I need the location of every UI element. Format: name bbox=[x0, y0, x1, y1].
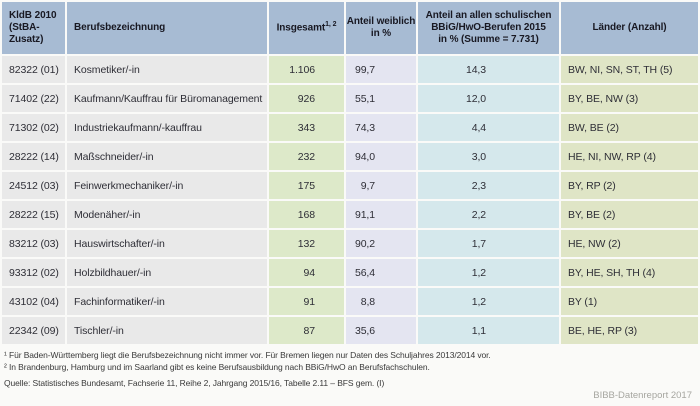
cell-laender: BE, HE, RP (3) bbox=[561, 317, 698, 344]
cell-anteil-weiblich: 9,7 bbox=[346, 172, 416, 199]
cell-anteil-bbig: 2,2 bbox=[418, 201, 559, 228]
cell-laender: BY, HE, SH, TH (4) bbox=[561, 259, 698, 286]
cell-anteil-bbig: 3,0 bbox=[418, 143, 559, 170]
cell-anteil-weiblich: 35,6 bbox=[346, 317, 416, 344]
cell-kldb: 28222 (15) bbox=[2, 201, 65, 228]
cell-beruf: Hauswirtschafter/-in bbox=[67, 230, 267, 257]
cell-laender: HE, NI, NW, RP (4) bbox=[561, 143, 698, 170]
header-row: KldB 2010 (StBA-Zusatz) Berufsbezeichnun… bbox=[2, 2, 698, 54]
table-row: 83212 (03) Hauswirtschafter/-in 132 90,2… bbox=[2, 230, 698, 257]
col-header-laender: Länder (Anzahl) bbox=[561, 2, 698, 54]
cell-kldb: 22342 (09) bbox=[2, 317, 65, 344]
col-header-berufsbezeichnung: Berufsbezeichnung bbox=[67, 2, 267, 54]
cell-laender: BY, BE (2) bbox=[561, 201, 698, 228]
cell-laender: BW, NI, SN, ST, TH (5) bbox=[561, 56, 698, 83]
report-branding: BIBB-Datenreport 2017 bbox=[593, 390, 692, 401]
cell-beruf: Modenäher/-in bbox=[67, 201, 267, 228]
cell-beruf: Maßschneider/-in bbox=[67, 143, 267, 170]
cell-anteil-bbig: 1,2 bbox=[418, 259, 559, 286]
table-row: 28222 (15) Modenäher/-in 168 91,1 2,2 BY… bbox=[2, 201, 698, 228]
table-row: 71302 (02) Industriekaufmann/-kauffrau 3… bbox=[2, 114, 698, 141]
footnote-2: ² In Brandenburg, Hamburg und im Saarlan… bbox=[4, 361, 430, 372]
cell-anteil-weiblich: 91,1 bbox=[346, 201, 416, 228]
table-row: 24512 (03) Feinwerkmechaniker/-in 175 9,… bbox=[2, 172, 698, 199]
cell-insgesamt: 926 bbox=[269, 85, 344, 112]
cell-kldb: 43102 (04) bbox=[2, 288, 65, 315]
cell-anteil-weiblich: 94,0 bbox=[346, 143, 416, 170]
cell-anteil-weiblich: 56,4 bbox=[346, 259, 416, 286]
source-line: Quelle: Statistisches Bundesamt, Fachser… bbox=[4, 378, 385, 388]
cell-beruf: Kaufmann/Kauffrau für Büromanagement bbox=[67, 85, 267, 112]
cell-insgesamt: 1.106 bbox=[269, 56, 344, 83]
cell-kldb: 83212 (03) bbox=[2, 230, 65, 257]
cell-kldb: 24512 (03) bbox=[2, 172, 65, 199]
cell-anteil-bbig: 4,4 bbox=[418, 114, 559, 141]
cell-laender: BY, BE, NW (3) bbox=[561, 85, 698, 112]
cell-anteil-bbig: 1,2 bbox=[418, 288, 559, 315]
cell-anteil-bbig: 1,7 bbox=[418, 230, 559, 257]
cell-kldb: 28222 (14) bbox=[2, 143, 65, 170]
col-header-anteil-weiblich: Anteil weiblich in % bbox=[346, 2, 416, 54]
cell-insgesamt: 175 bbox=[269, 172, 344, 199]
table-row: 82322 (01) Kosmetiker/-in 1.106 99,7 14,… bbox=[2, 56, 698, 83]
col-header-anteil-bbig: Anteil an allen schulischen BBiG/HwO-Ber… bbox=[418, 2, 559, 54]
cell-anteil-weiblich: 74,3 bbox=[346, 114, 416, 141]
cell-anteil-bbig: 2,3 bbox=[418, 172, 559, 199]
cell-insgesamt: 94 bbox=[269, 259, 344, 286]
cell-anteil-weiblich: 99,7 bbox=[346, 56, 416, 83]
cell-insgesamt: 343 bbox=[269, 114, 344, 141]
cell-anteil-bbig: 14,3 bbox=[418, 56, 559, 83]
table-row: 93312 (02) Holzbildhauer/-in 94 56,4 1,2… bbox=[2, 259, 698, 286]
cell-insgesamt: 87 bbox=[269, 317, 344, 344]
insgesamt-footnote-marker: 1, 2 bbox=[325, 21, 337, 29]
cell-laender: BY, RP (2) bbox=[561, 172, 698, 199]
cell-beruf: Feinwerkmechaniker/-in bbox=[67, 172, 267, 199]
col-header-insgesamt-label: Insgesamt bbox=[276, 22, 326, 34]
cell-kldb: 71402 (22) bbox=[2, 85, 65, 112]
cell-anteil-bbig: 12,0 bbox=[418, 85, 559, 112]
cell-laender: BY (1) bbox=[561, 288, 698, 315]
cell-insgesamt: 232 bbox=[269, 143, 344, 170]
cell-laender: BW, BE (2) bbox=[561, 114, 698, 141]
cell-beruf: Holzbildhauer/-in bbox=[67, 259, 267, 286]
cell-insgesamt: 168 bbox=[269, 201, 344, 228]
cell-anteil-weiblich: 55,1 bbox=[346, 85, 416, 112]
cell-anteil-bbig: 1,1 bbox=[418, 317, 559, 344]
table-row: 28222 (14) Maßschneider/-in 232 94,0 3,0… bbox=[2, 143, 698, 170]
table-footer: ¹ Für Baden-Württemberg liegt die Berufs… bbox=[0, 346, 700, 401]
cell-kldb: 93312 (02) bbox=[2, 259, 65, 286]
cell-beruf: Kosmetiker/-in bbox=[67, 56, 267, 83]
cell-kldb: 82322 (01) bbox=[2, 56, 65, 83]
footnote-1: ¹ Für Baden-Württemberg liegt die Berufs… bbox=[4, 350, 491, 360]
cell-kldb: 71302 (02) bbox=[2, 114, 65, 141]
cell-anteil-weiblich: 8,8 bbox=[346, 288, 416, 315]
statistics-table: KldB 2010 (StBA-Zusatz) Berufsbezeichnun… bbox=[2, 2, 698, 344]
cell-beruf: Industriekaufmann/-kauffrau bbox=[67, 114, 267, 141]
cell-insgesamt: 132 bbox=[269, 230, 344, 257]
cell-beruf: Fachinformatiker/-in bbox=[67, 288, 267, 315]
cell-beruf: Tischler/-in bbox=[67, 317, 267, 344]
table-row: 71402 (22) Kaufmann/Kauffrau für Büroman… bbox=[2, 85, 698, 112]
col-header-insgesamt: Insgesamt1, 2 bbox=[269, 2, 344, 54]
cell-laender: HE, NW (2) bbox=[561, 230, 698, 257]
cell-anteil-weiblich: 90,2 bbox=[346, 230, 416, 257]
cell-insgesamt: 91 bbox=[269, 288, 344, 315]
col-header-kldb: KldB 2010 (StBA-Zusatz) bbox=[2, 2, 65, 54]
table-row: 43102 (04) Fachinformatiker/-in 91 8,8 1… bbox=[2, 288, 698, 315]
table-row: 22342 (09) Tischler/-in 87 35,6 1,1 BE, … bbox=[2, 317, 698, 344]
